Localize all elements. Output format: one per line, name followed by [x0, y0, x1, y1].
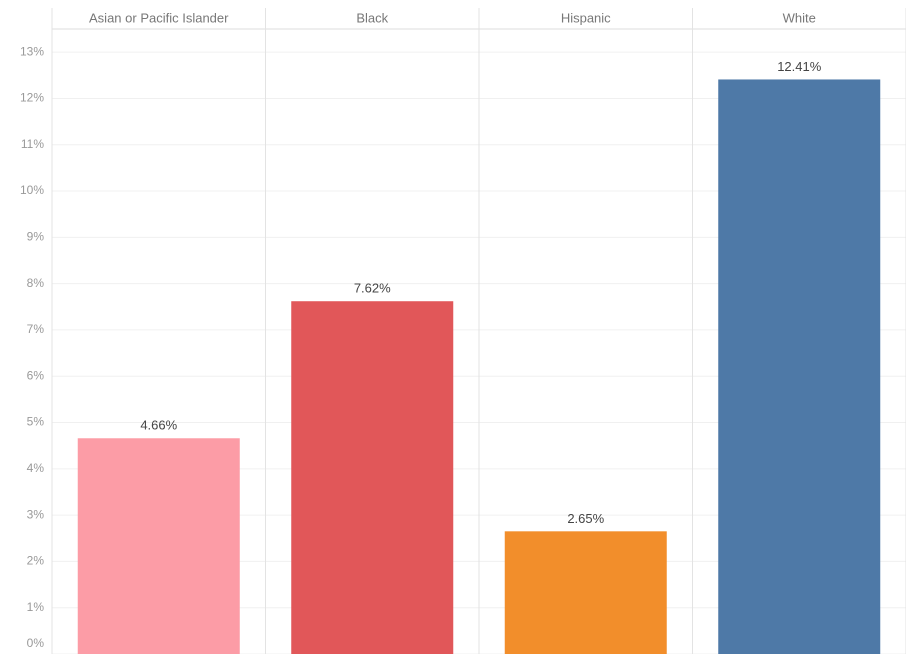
category-label: Black [356, 10, 388, 25]
category-label: Asian or Pacific Islander [89, 10, 229, 25]
category-label: Hispanic [561, 10, 611, 25]
bar [718, 79, 881, 654]
y-tick-label: 2% [27, 554, 45, 568]
category-label: White [783, 10, 816, 25]
y-tick-label: 3% [27, 507, 45, 521]
bar [291, 301, 454, 654]
y-tick-label: 6% [27, 368, 45, 382]
value-label: 7.62% [354, 281, 391, 296]
y-tick-label: 0% [27, 636, 45, 650]
y-tick-label: 8% [27, 276, 45, 290]
y-tick-label: 13% [20, 44, 44, 58]
y-tick-label: 1% [27, 600, 45, 614]
y-tick-label: 7% [27, 322, 45, 336]
value-label: 4.66% [140, 418, 177, 433]
value-label: 12.41% [777, 59, 822, 74]
bar [77, 438, 240, 654]
y-tick-label: 5% [27, 415, 45, 429]
bar [504, 531, 667, 654]
y-tick-label: 11% [21, 137, 44, 151]
y-tick-label: 4% [27, 461, 45, 475]
y-tick-label: 10% [20, 183, 44, 197]
y-tick-label: 9% [27, 230, 45, 244]
value-label: 2.65% [567, 511, 604, 526]
y-tick-label: 12% [20, 91, 44, 105]
